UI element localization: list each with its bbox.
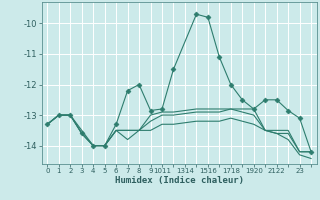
- X-axis label: Humidex (Indice chaleur): Humidex (Indice chaleur): [115, 176, 244, 185]
